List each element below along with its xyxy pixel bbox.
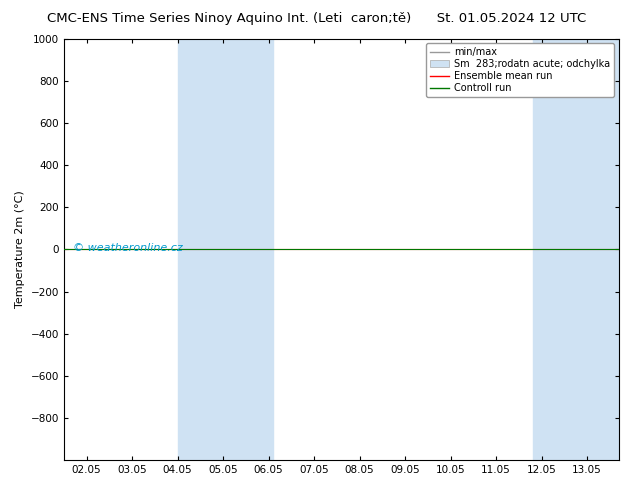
Bar [178,39,273,460]
Legend: min/max, Sm  283;rodatn acute; odchylka, Ensemble mean run, Controll run: min/max, Sm 283;rodatn acute; odchylka, … [426,44,614,97]
Text: CMC-ENS Time Series Ninoy Aquino Int. (Leti  caron;tě)      St. 01.05.2024 12 UT: CMC-ENS Time Series Ninoy Aquino Int. (L… [48,12,586,25]
Y-axis label: Temperature 2m (°C): Temperature 2m (°C) [15,191,25,308]
Text: © weatheronline.cz: © weatheronline.cz [73,243,183,253]
Bar [533,39,619,460]
